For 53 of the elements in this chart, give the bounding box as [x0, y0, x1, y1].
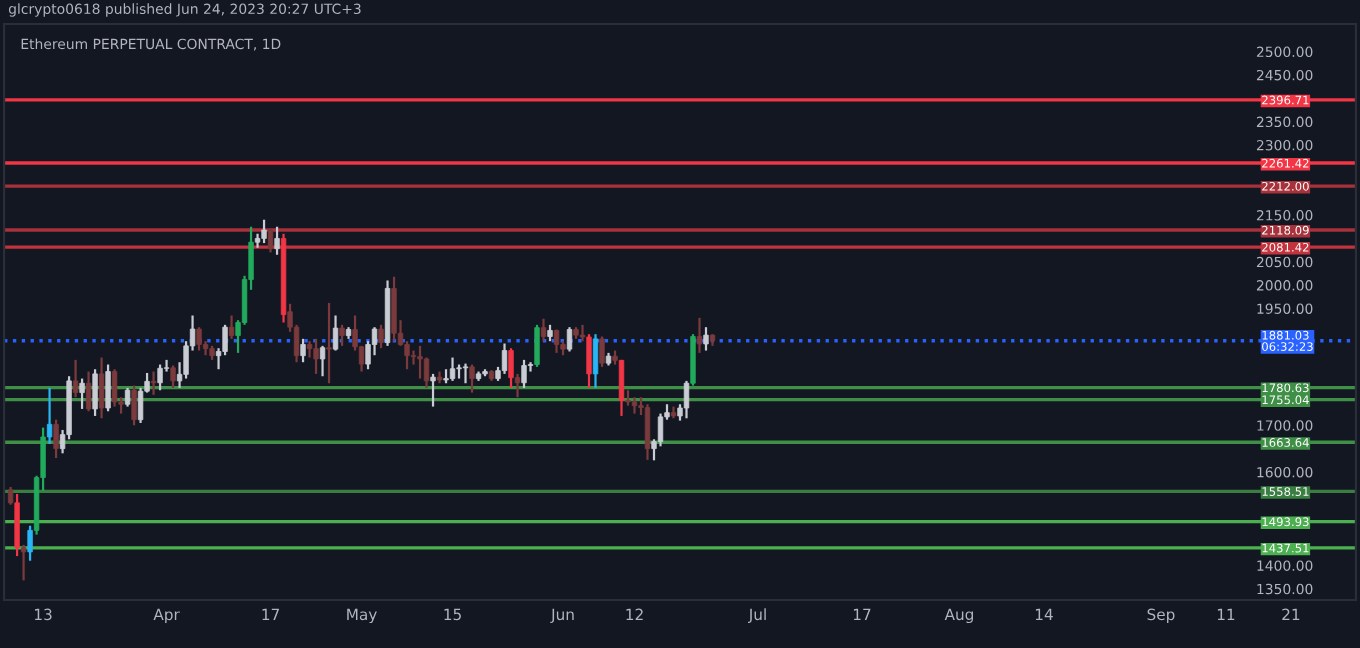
candlestick: [332, 314, 339, 352]
candlestick: [631, 396, 638, 415]
candlestick: [20, 543, 27, 582]
candlestick: [501, 342, 508, 376]
candlestick: [98, 356, 105, 420]
candlestick: [319, 344, 326, 378]
candlestick: [46, 386, 53, 446]
candlestick: [462, 362, 469, 385]
candlestick: [696, 316, 703, 354]
candlestick: [508, 347, 514, 390]
candlestick: [566, 326, 573, 353]
candlestick: [579, 323, 586, 343]
candlestick: [592, 333, 599, 390]
candlestick: [170, 364, 176, 390]
candlestick: [599, 335, 605, 368]
candlestick: [131, 384, 137, 427]
candlestick: [274, 225, 280, 256]
candlestick: [14, 492, 20, 558]
candlestick: [267, 227, 274, 254]
candlestick: [228, 314, 235, 340]
candlestick: [339, 323, 345, 347]
candlestick: [111, 368, 118, 408]
candlestick: [449, 356, 456, 383]
candlestick: [521, 358, 527, 390]
candlestick: [378, 323, 384, 350]
candlestick: [27, 524, 33, 562]
candlestick: [53, 418, 59, 460]
candlestick: [703, 326, 709, 352]
candlestick: [326, 301, 332, 385]
candlestick: [469, 363, 475, 394]
candlestick: [72, 358, 79, 399]
candlestick: [196, 326, 202, 352]
candlestick: [514, 372, 521, 399]
candlestick: [313, 337, 319, 376]
candlestick: [105, 363, 111, 413]
candlestick: [417, 344, 423, 380]
candlestick: [644, 403, 651, 461]
candlestick: [690, 333, 696, 387]
candlestick: [79, 377, 85, 411]
candlestick: [300, 337, 306, 364]
candlestick: [540, 317, 547, 343]
candlestick: [150, 370, 157, 397]
candlestick: [261, 218, 267, 245]
candlestick: [430, 372, 436, 408]
candlestick: [618, 358, 625, 418]
candlestick: [92, 368, 98, 418]
candlestick: [534, 323, 540, 368]
candlestick: [586, 333, 592, 390]
candlestick: [157, 363, 163, 392]
candlestick: [683, 379, 690, 420]
candlestick: [391, 275, 397, 343]
candlestick: [124, 386, 131, 408]
candlestick: [85, 370, 92, 413]
